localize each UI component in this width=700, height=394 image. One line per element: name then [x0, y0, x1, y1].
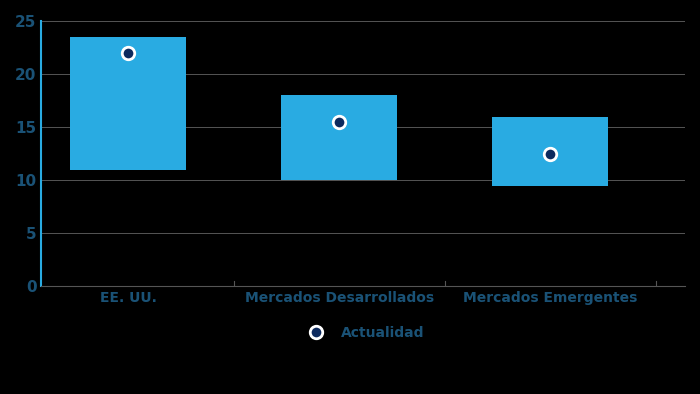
Legend: Actualidad: Actualidad [296, 321, 430, 346]
Bar [71, 37, 186, 170]
Bar [492, 117, 608, 186]
Bar [281, 95, 398, 180]
